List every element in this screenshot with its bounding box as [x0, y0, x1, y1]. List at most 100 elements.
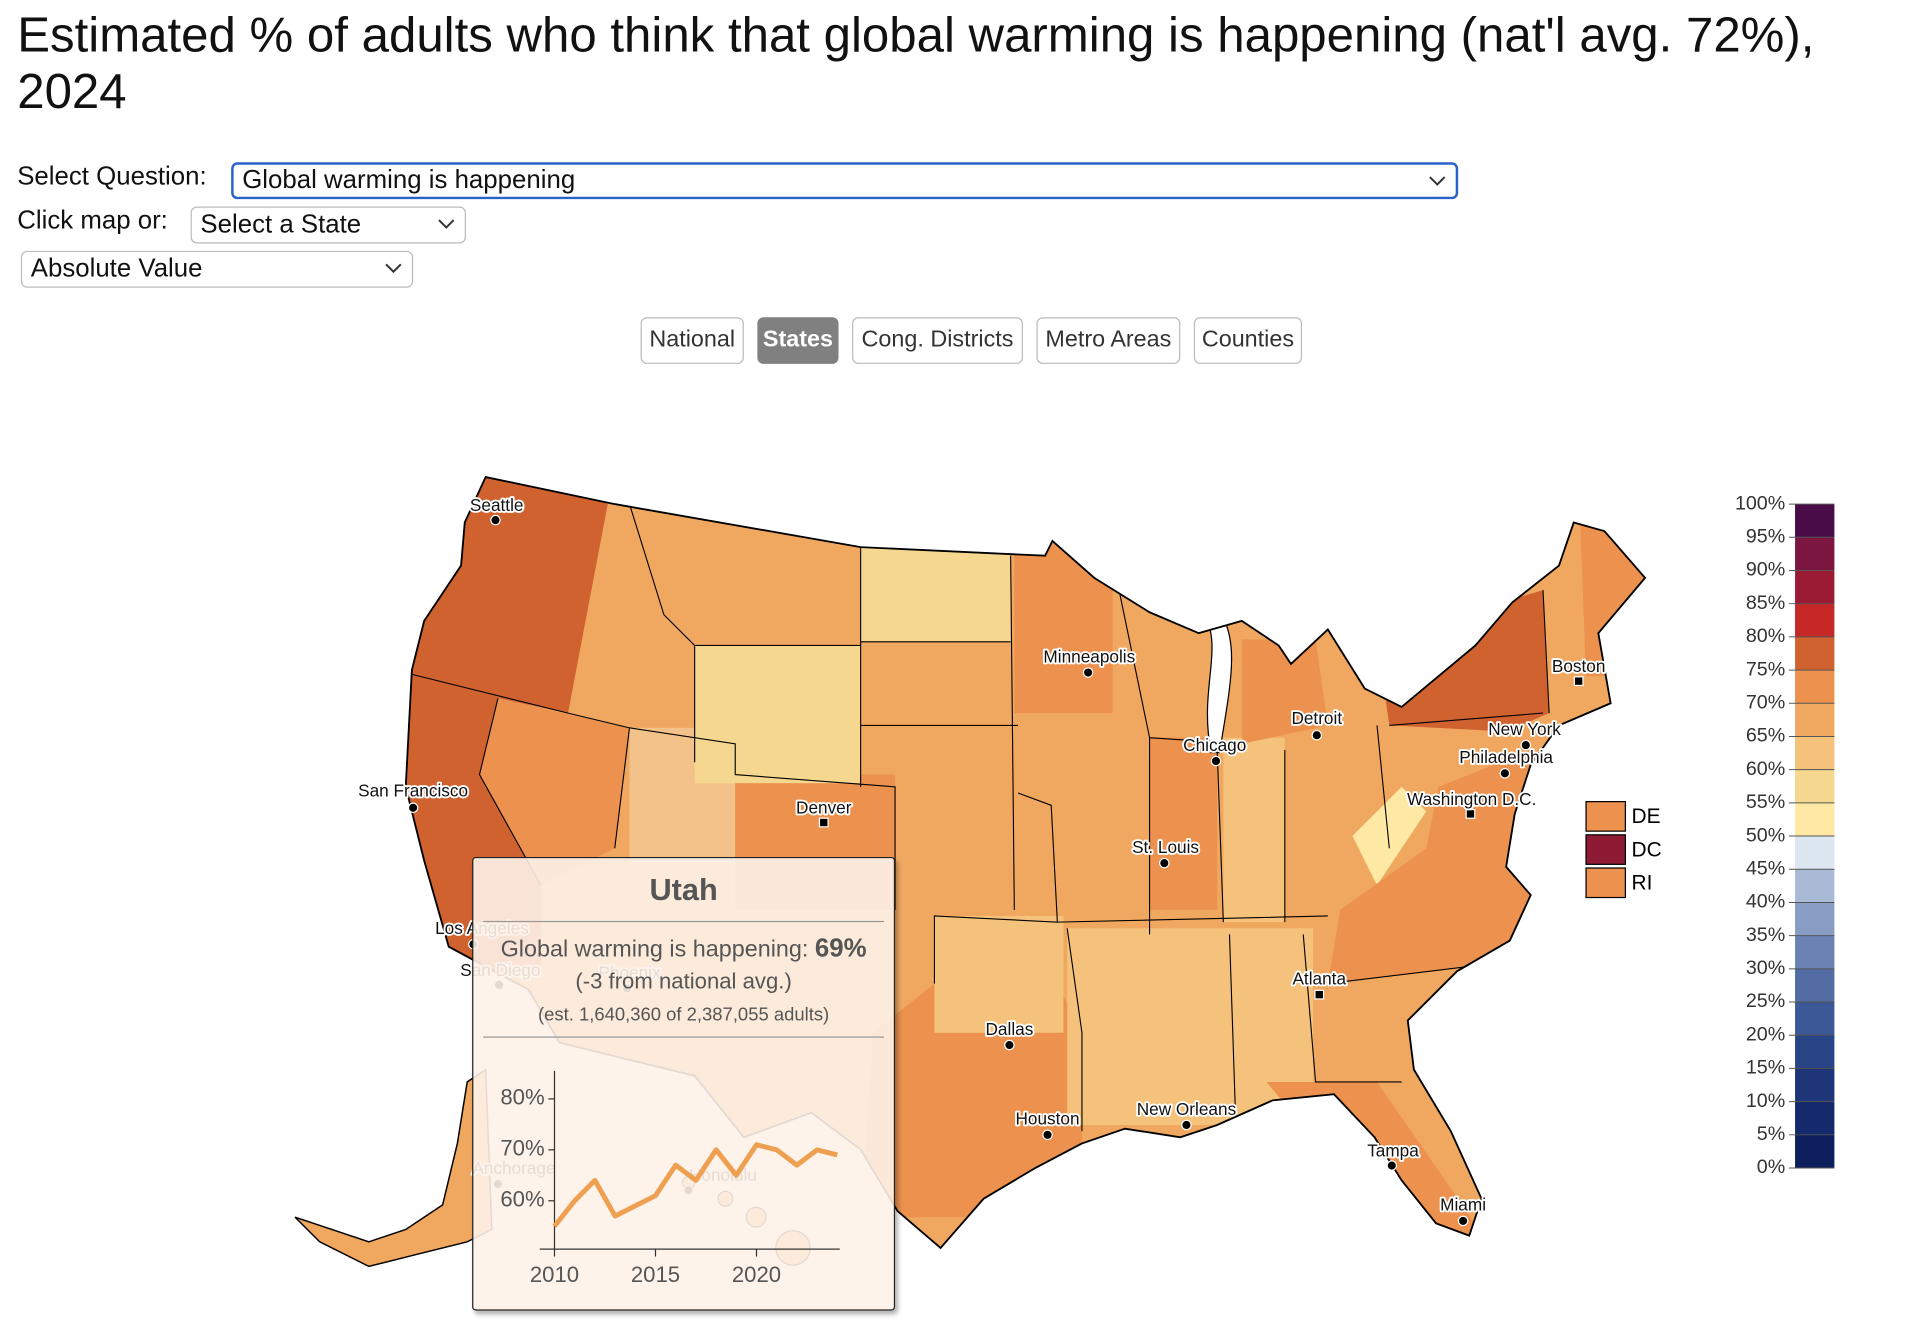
city-marker — [1159, 857, 1170, 869]
colorbar-label: 90% — [1746, 559, 1785, 581]
colorbar-label: 95% — [1746, 525, 1785, 547]
colorbar-bin — [1795, 802, 1835, 837]
region — [860, 983, 1082, 1218]
colorbar-bin — [1795, 1002, 1835, 1036]
region — [1241, 639, 1328, 744]
colorbar-bin — [1795, 869, 1835, 903]
city-label: New Orleans — [1137, 1099, 1236, 1119]
city-marker — [1465, 809, 1476, 819]
city-label: Washington D.C. — [1407, 789, 1536, 809]
tab-button[interactable]: Cong. Districts — [852, 317, 1023, 364]
region — [1067, 928, 1314, 1125]
region — [1579, 516, 1646, 677]
colorbar-label: 50% — [1746, 824, 1785, 846]
region — [1352, 786, 1427, 886]
trend-line — [552, 1142, 838, 1228]
question-select[interactable]: Global warming is happening — [231, 162, 1459, 200]
x-tick-label: 2015 — [631, 1262, 680, 1287]
city-label: St. Louis — [1132, 837, 1199, 857]
colorbar-bin — [1795, 703, 1835, 737]
colorbar-bin — [1795, 537, 1835, 571]
city-label: New York — [1488, 719, 1561, 739]
city-marker — [1311, 729, 1323, 741]
colorbar-bin — [1795, 1035, 1835, 1069]
state-select[interactable]: Select a State — [190, 206, 466, 244]
colorbar-bin — [1795, 570, 1835, 604]
region — [860, 540, 1011, 642]
colorbar-label: 0% — [1757, 1156, 1785, 1178]
region — [405, 477, 615, 972]
colorbar-label: 100% — [1735, 492, 1785, 514]
city-marker — [1042, 1129, 1053, 1141]
colorbar-bin — [1795, 670, 1835, 704]
city-marker — [1457, 1215, 1469, 1227]
colorbar-bin — [1795, 1101, 1835, 1135]
y-tick-label: 70% — [500, 1136, 544, 1161]
city-marker — [1314, 989, 1325, 1000]
tooltip-line: Global warming is happening: 69% — [473, 934, 893, 964]
region — [1377, 590, 1550, 732]
tooltip-question: Global warming is happening: — [500, 936, 809, 963]
city-label: Minneapolis — [1043, 646, 1135, 666]
tab-button[interactable]: National — [640, 317, 744, 364]
colorbar-bin — [1795, 636, 1835, 671]
tooltip: Utah Global warming is happening: 69% (-… — [472, 856, 896, 1311]
city-label: San Francisco — [358, 780, 468, 800]
colorbar-label: 65% — [1746, 725, 1785, 747]
region — [934, 915, 1064, 1033]
lake — [1204, 607, 1233, 754]
chevron — [438, 219, 455, 229]
colorbar-bin — [1795, 504, 1835, 538]
colorbar-label: 55% — [1746, 791, 1785, 813]
chevron — [385, 263, 402, 274]
alaska — [294, 1068, 493, 1268]
city-label: Chicago — [1183, 735, 1246, 755]
mode-select[interactable]: Absolute Value — [20, 250, 414, 288]
city-label: Boston — [1552, 656, 1606, 676]
city-marker — [1082, 667, 1094, 678]
city-label: Atlanta — [1292, 968, 1346, 988]
colorbar-label: 20% — [1746, 1023, 1785, 1045]
city-label: Houston — [1015, 1109, 1079, 1129]
colorbar-label: 15% — [1746, 1057, 1785, 1079]
state-select-text: Select a State — [200, 210, 362, 239]
colorbar-label: 70% — [1746, 691, 1785, 713]
legend-swatch — [1585, 834, 1627, 865]
city-marker — [407, 802, 419, 814]
legend-label: DC — [1632, 838, 1662, 861]
colorbar-label: 60% — [1746, 758, 1785, 780]
x-tick-label: 2010 — [530, 1262, 579, 1287]
question-value: Global warming is happening — [242, 165, 576, 195]
colorbar-label: 10% — [1746, 1090, 1785, 1112]
city-label: Dallas — [986, 1019, 1034, 1039]
colorbar-label: 85% — [1746, 592, 1785, 614]
x-tick-label: 2020 — [732, 1262, 781, 1287]
region — [1149, 737, 1218, 910]
question-label: Select Question: — [17, 162, 207, 191]
city-marker — [1181, 1119, 1192, 1131]
page-title: Estimated % of adults who think that glo… — [17, 8, 1815, 120]
legend-label: DE — [1632, 805, 1661, 828]
tab-button[interactable]: Counties — [1193, 317, 1303, 364]
city-marker — [1499, 768, 1511, 779]
colorbar-label: 40% — [1746, 891, 1785, 913]
colorbar-label: 35% — [1746, 924, 1785, 946]
colorbar-label: 75% — [1746, 658, 1785, 680]
colorbar-label: 5% — [1757, 1123, 1785, 1145]
tab-button[interactable]: Metro Areas — [1036, 317, 1181, 364]
colorbar-label: 45% — [1746, 857, 1785, 879]
region — [694, 645, 861, 784]
chevron — [1429, 176, 1446, 186]
city-marker — [818, 817, 829, 828]
tab-button[interactable]: States — [757, 317, 839, 364]
state-borders — [409, 503, 1550, 1132]
colorbar-label: 30% — [1746, 957, 1785, 979]
tooltip-value: 69% — [814, 934, 867, 963]
region — [1014, 540, 1113, 714]
colorbar: 0% 5% 10% 15% 20% 25% 30% 35% 40% 45% 50% 55% 60% 65%… — [1735, 492, 1835, 1178]
city-marker — [1004, 1039, 1015, 1051]
city-label: Detroit — [1291, 708, 1342, 728]
region — [1327, 749, 1537, 984]
colorbar-bin — [1795, 968, 1835, 1003]
